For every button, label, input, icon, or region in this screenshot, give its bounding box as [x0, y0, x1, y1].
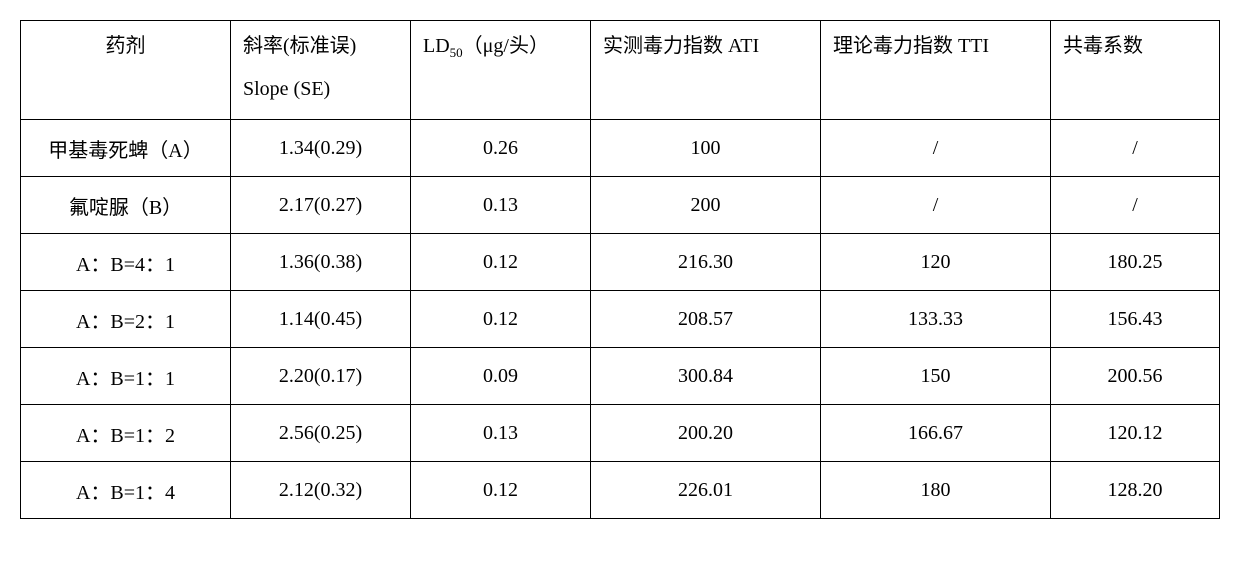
table-header-row: 药剂 斜率(标准误) Slope (SE) LD50（μg/头） 实测毒力指数 …: [21, 21, 1220, 120]
table-row: A：B=4：1 1.36(0.38) 0.12 216.30 120 180.2…: [21, 234, 1220, 291]
cell-agent: A：B=4：1: [21, 234, 231, 291]
cell-tti: 120: [821, 234, 1051, 291]
cell-slope: 2.56(0.25): [231, 405, 411, 462]
table-row: A：B=1：4 2.12(0.32) 0.12 226.01 180 128.2…: [21, 462, 1220, 519]
cell-ati: 200: [591, 177, 821, 234]
col-header-ctc-text: 共毒系数: [1063, 35, 1143, 57]
cell-ld50: 0.26: [411, 120, 591, 177]
table-row: A：B=2：1 1.14(0.45) 0.12 208.57 133.33 15…: [21, 291, 1220, 348]
col-header-ld50-sub: 50: [450, 45, 463, 60]
cell-ctc: /: [1051, 120, 1220, 177]
col-header-slope-line1: 斜率(标准误): [243, 35, 356, 57]
cell-ctc: /: [1051, 177, 1220, 234]
col-header-tti: 理论毒力指数 TTI: [821, 21, 1051, 120]
col-header-ati-text: 实测毒力指数 ATI: [603, 35, 759, 57]
cell-ld50: 0.09: [411, 348, 591, 405]
table-row: 氟啶脲（B） 2.17(0.27) 0.13 200 / /: [21, 177, 1220, 234]
col-header-ctc: 共毒系数: [1051, 21, 1220, 120]
col-header-slope-line2: Slope (SE): [243, 78, 410, 101]
cell-slope: 1.14(0.45): [231, 291, 411, 348]
cell-ctc: 156.43: [1051, 291, 1220, 348]
cell-ati: 200.20: [591, 405, 821, 462]
col-header-ld50-tail: （μg/头）: [463, 35, 549, 57]
cell-tti: 133.33: [821, 291, 1051, 348]
cell-ld50: 0.12: [411, 291, 591, 348]
cell-slope: 2.12(0.32): [231, 462, 411, 519]
cell-agent: A：B=1：2: [21, 405, 231, 462]
cell-ati: 208.57: [591, 291, 821, 348]
cell-agent: 氟啶脲（B）: [21, 177, 231, 234]
col-header-ld50: LD50（μg/头）: [411, 21, 591, 120]
cell-ctc: 128.20: [1051, 462, 1220, 519]
col-header-ld50-main: LD: [423, 35, 450, 57]
cell-ati: 216.30: [591, 234, 821, 291]
cell-ld50: 0.13: [411, 405, 591, 462]
cell-ati: 300.84: [591, 348, 821, 405]
cell-tti: 180: [821, 462, 1051, 519]
cell-slope: 2.17(0.27): [231, 177, 411, 234]
cell-tti: /: [821, 177, 1051, 234]
cell-ctc: 180.25: [1051, 234, 1220, 291]
cell-tti: 166.67: [821, 405, 1051, 462]
cell-agent: A：B=2：1: [21, 291, 231, 348]
cell-slope: 2.20(0.17): [231, 348, 411, 405]
col-header-agent-text: 药剂: [106, 35, 146, 57]
cell-agent: A：B=1：1: [21, 348, 231, 405]
cell-ld50: 0.12: [411, 462, 591, 519]
cell-tti: 150: [821, 348, 1051, 405]
table-row: 甲基毒死蜱（A） 1.34(0.29) 0.26 100 / /: [21, 120, 1220, 177]
cell-ati: 100: [591, 120, 821, 177]
col-header-agent: 药剂: [21, 21, 231, 120]
col-header-slope: 斜率(标准误) Slope (SE): [231, 21, 411, 120]
col-header-tti-text: 理论毒力指数 TTI: [833, 35, 989, 57]
cell-ld50: 0.13: [411, 177, 591, 234]
cell-ctc: 200.56: [1051, 348, 1220, 405]
cell-tti: /: [821, 120, 1051, 177]
cell-slope: 1.34(0.29): [231, 120, 411, 177]
cell-ctc: 120.12: [1051, 405, 1220, 462]
cell-ati: 226.01: [591, 462, 821, 519]
cell-ld50: 0.12: [411, 234, 591, 291]
cell-agent: A：B=1：4: [21, 462, 231, 519]
table-row: A：B=1：1 2.20(0.17) 0.09 300.84 150 200.5…: [21, 348, 1220, 405]
cell-slope: 1.36(0.38): [231, 234, 411, 291]
col-header-ati: 实测毒力指数 ATI: [591, 21, 821, 120]
table-row: A：B=1：2 2.56(0.25) 0.13 200.20 166.67 12…: [21, 405, 1220, 462]
cell-agent: 甲基毒死蜱（A）: [21, 120, 231, 177]
toxicity-data-table: 药剂 斜率(标准误) Slope (SE) LD50（μg/头） 实测毒力指数 …: [20, 20, 1220, 519]
